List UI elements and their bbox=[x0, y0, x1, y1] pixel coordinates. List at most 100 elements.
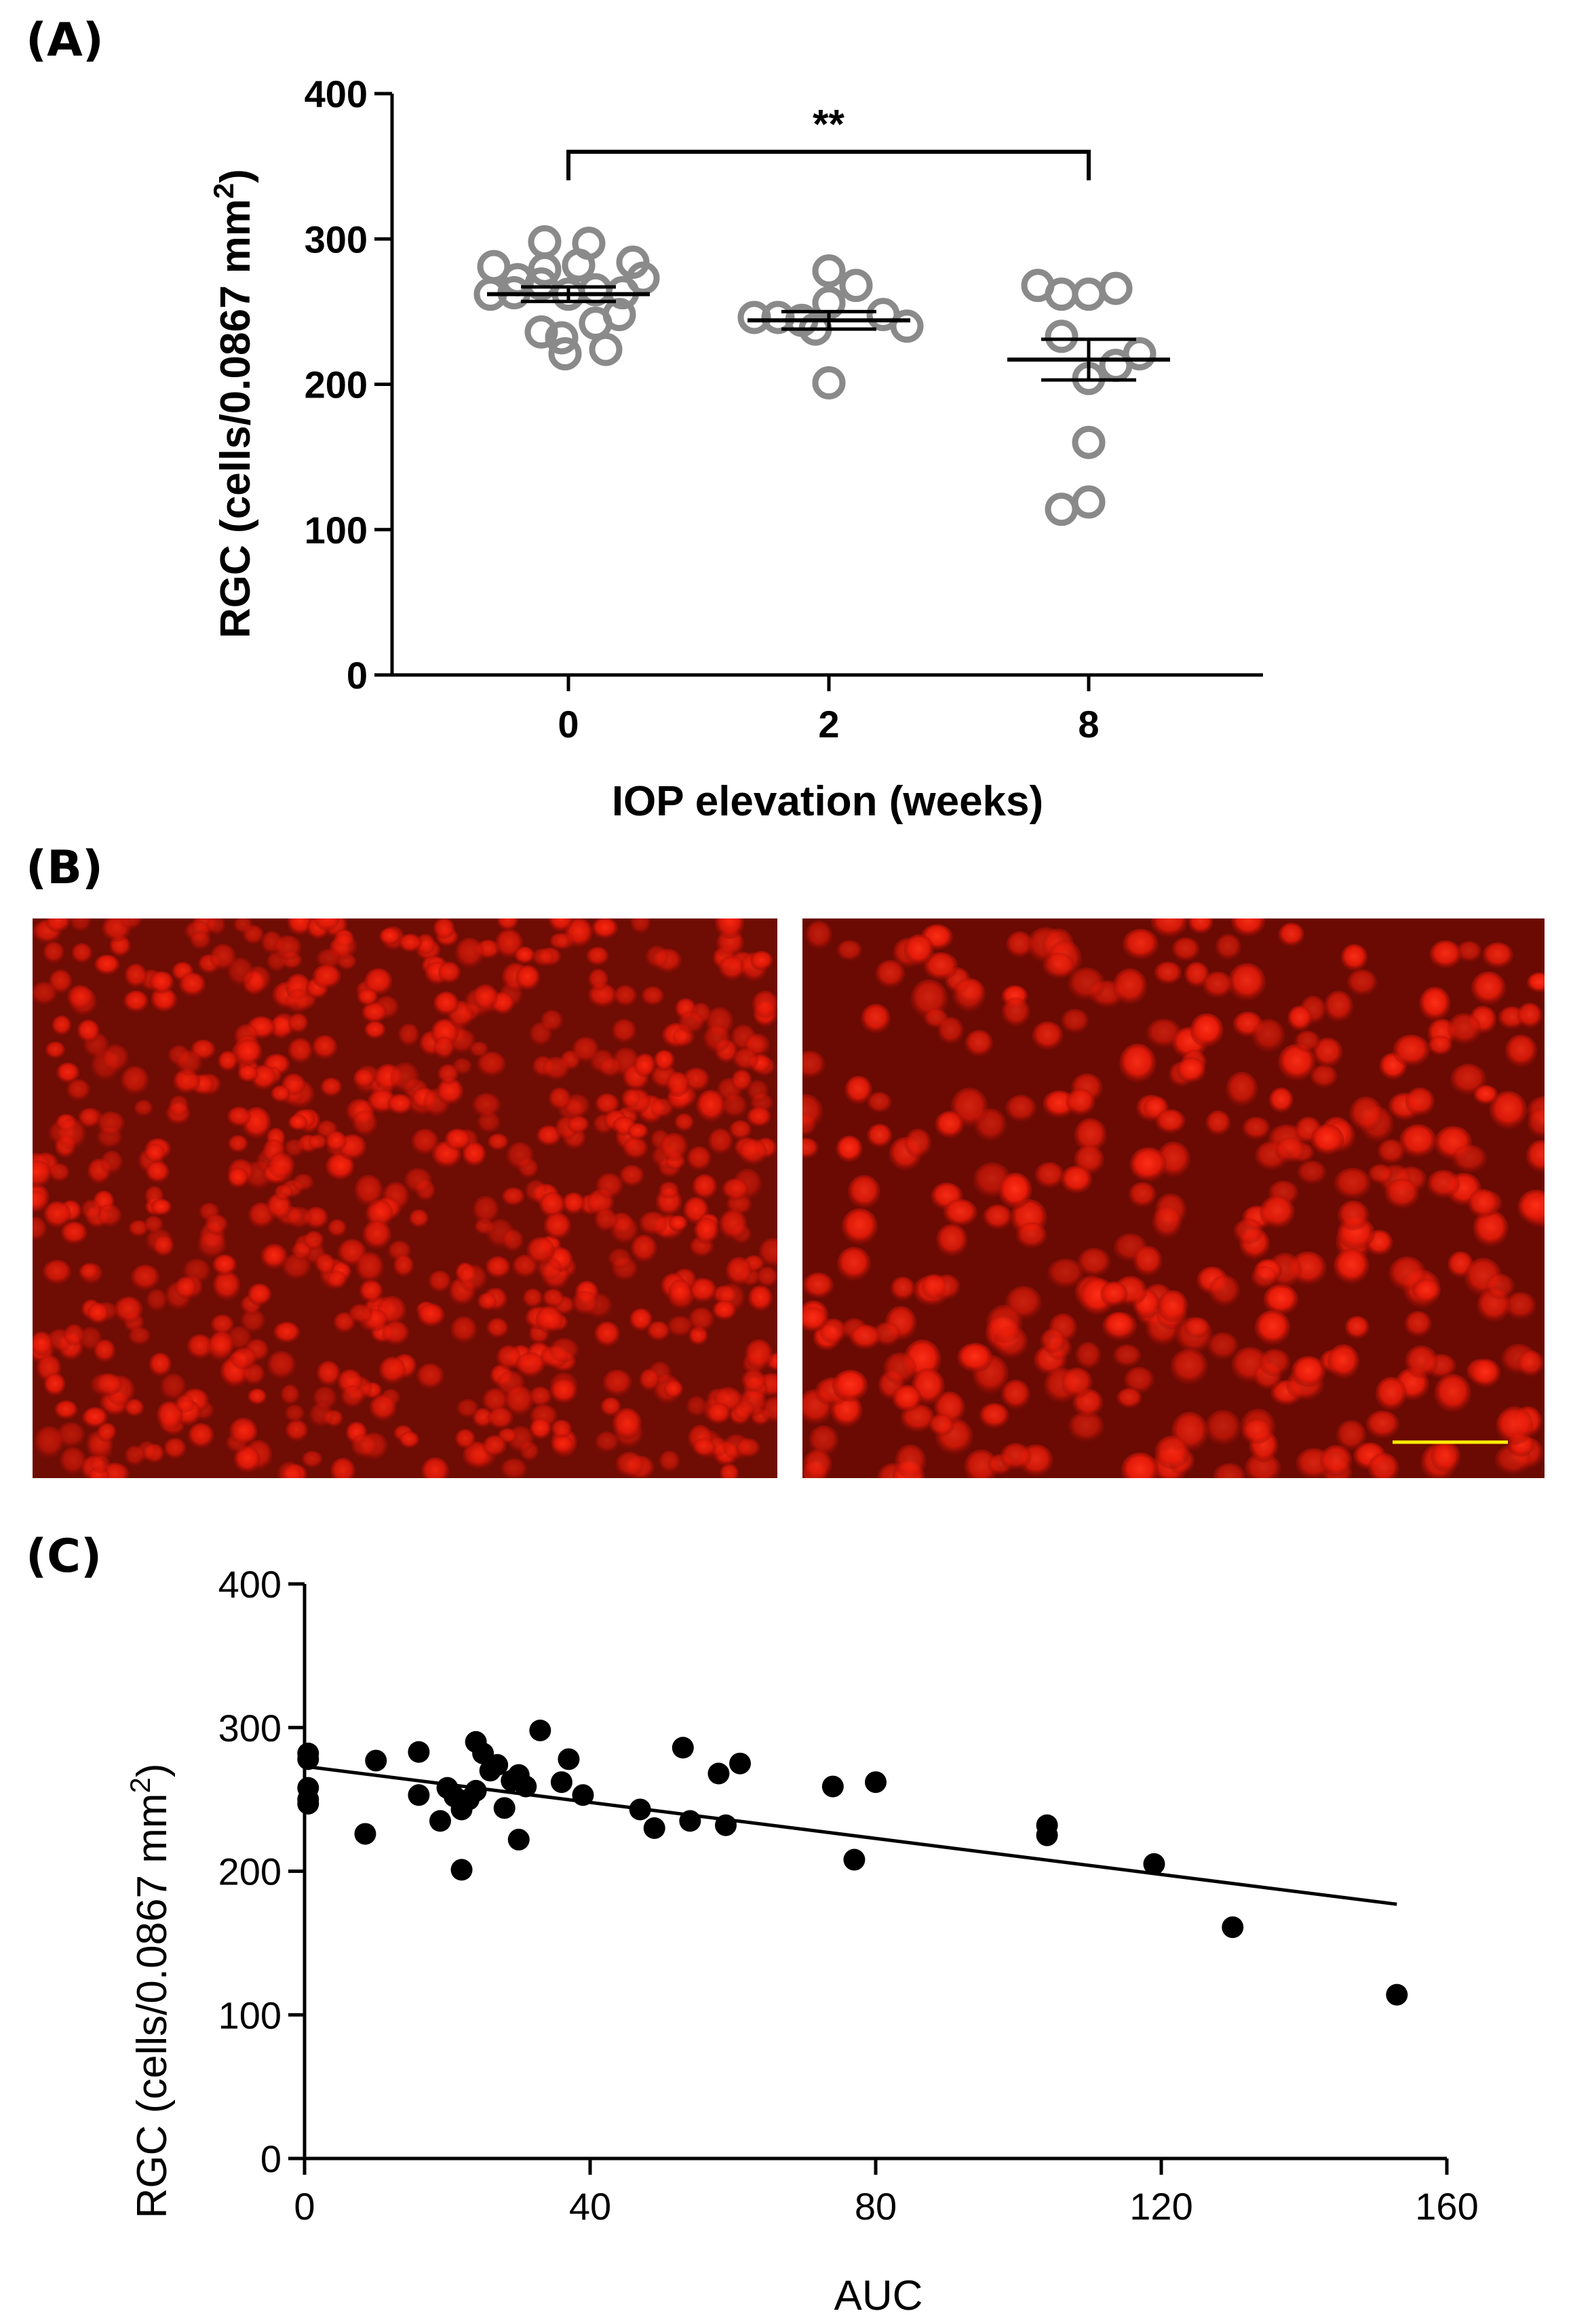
cell bbox=[42, 1260, 72, 1285]
data-point bbox=[679, 1810, 701, 1832]
cell bbox=[433, 991, 459, 1016]
data-point bbox=[515, 1775, 537, 1798]
cell bbox=[49, 1163, 70, 1182]
cell bbox=[600, 1397, 621, 1417]
cell bbox=[271, 1085, 290, 1103]
cell bbox=[1278, 1043, 1316, 1081]
cell bbox=[95, 1373, 123, 1396]
cell bbox=[97, 1204, 122, 1228]
cell bbox=[550, 1378, 577, 1404]
cell bbox=[1205, 1410, 1241, 1446]
cell bbox=[659, 1181, 680, 1199]
cell bbox=[1047, 1258, 1084, 1289]
cell bbox=[714, 918, 745, 940]
cell bbox=[836, 1136, 863, 1163]
cell bbox=[1367, 1163, 1393, 1184]
cell bbox=[548, 918, 574, 933]
cell bbox=[935, 1110, 965, 1139]
cell bbox=[325, 1131, 347, 1152]
cell bbox=[1313, 1037, 1343, 1068]
cell bbox=[233, 1446, 260, 1473]
cell bbox=[477, 1292, 497, 1311]
cell bbox=[124, 1399, 144, 1417]
cell bbox=[469, 1041, 489, 1058]
cell bbox=[747, 1285, 773, 1312]
cell bbox=[1233, 1218, 1263, 1245]
cell bbox=[1075, 1342, 1102, 1370]
cell bbox=[292, 1174, 314, 1192]
cell bbox=[227, 1167, 249, 1188]
cell bbox=[758, 1237, 777, 1267]
cell bbox=[1517, 1189, 1545, 1225]
cell bbox=[1431, 1441, 1461, 1473]
cell bbox=[144, 1216, 163, 1234]
cell bbox=[330, 1457, 356, 1478]
cell bbox=[281, 1254, 312, 1281]
cell bbox=[227, 1106, 251, 1127]
cell bbox=[1112, 1344, 1142, 1368]
cell bbox=[408, 1209, 429, 1228]
cell bbox=[314, 918, 340, 931]
cell bbox=[1393, 1034, 1431, 1067]
cell bbox=[668, 1215, 688, 1232]
cell bbox=[312, 1034, 338, 1060]
cell bbox=[923, 952, 958, 981]
cell bbox=[802, 1449, 832, 1478]
cell bbox=[485, 1256, 511, 1279]
cell bbox=[404, 1167, 433, 1194]
data-point bbox=[839, 269, 873, 303]
cell bbox=[94, 954, 120, 975]
cell bbox=[611, 1019, 637, 1044]
cell bbox=[1100, 1281, 1128, 1307]
cell bbox=[1042, 952, 1075, 979]
cell bbox=[417, 1303, 445, 1328]
cell bbox=[613, 985, 638, 1007]
data-point bbox=[1045, 492, 1079, 526]
cell bbox=[458, 1264, 488, 1292]
cell bbox=[549, 1338, 579, 1363]
cell bbox=[471, 1093, 501, 1118]
data-point bbox=[354, 1823, 376, 1845]
cell bbox=[1429, 940, 1462, 969]
cell bbox=[33, 1331, 53, 1356]
cell bbox=[428, 1270, 452, 1293]
cell bbox=[562, 1192, 585, 1215]
data-point bbox=[1072, 485, 1106, 519]
cell bbox=[487, 1407, 513, 1430]
cell bbox=[381, 1321, 410, 1346]
cell bbox=[1346, 969, 1378, 996]
cell bbox=[45, 918, 71, 933]
cell bbox=[153, 1235, 174, 1257]
cell bbox=[187, 1334, 214, 1359]
y-axis-label: RGC (cells/0.0867 mm2) bbox=[208, 169, 259, 638]
cell bbox=[173, 1069, 201, 1094]
cell bbox=[1527, 1108, 1545, 1138]
cell bbox=[52, 1015, 72, 1036]
y-tick-label: 300 bbox=[305, 218, 368, 260]
cell bbox=[531, 948, 554, 967]
cell bbox=[79, 1263, 98, 1280]
cell bbox=[739, 1138, 768, 1165]
cell bbox=[1133, 1245, 1163, 1277]
cell bbox=[619, 1165, 644, 1187]
cell bbox=[160, 1373, 187, 1401]
cell bbox=[316, 1361, 341, 1387]
cell bbox=[274, 1184, 294, 1201]
cell bbox=[528, 1387, 552, 1408]
data-point bbox=[529, 1719, 551, 1741]
cell bbox=[646, 1321, 670, 1342]
cell bbox=[149, 1353, 172, 1377]
data-point bbox=[1222, 1916, 1244, 1939]
cell bbox=[802, 1138, 819, 1159]
cell bbox=[260, 1243, 288, 1270]
data-point bbox=[1072, 425, 1106, 459]
cell bbox=[229, 1417, 258, 1445]
cell bbox=[1377, 1139, 1405, 1165]
cell bbox=[1349, 1096, 1383, 1132]
cell bbox=[354, 1174, 384, 1207]
cell bbox=[506, 1142, 535, 1171]
data-point bbox=[1072, 277, 1106, 311]
cell bbox=[43, 1373, 66, 1397]
cell bbox=[1340, 944, 1368, 971]
cell bbox=[327, 1153, 355, 1180]
